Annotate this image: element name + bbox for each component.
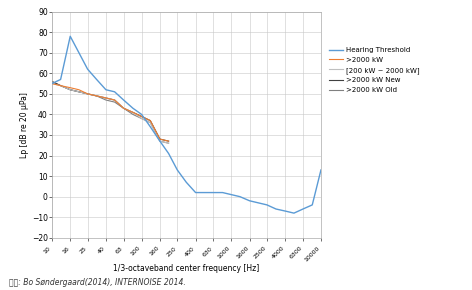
>2000 kW New <box>139 115 144 118</box>
Hearing Threshold <box>193 191 198 194</box>
Y-axis label: Lp [dB re 20 µPa]: Lp [dB re 20 µPa] <box>20 92 29 158</box>
Hearing Threshold <box>85 68 91 71</box>
[200 kW ~ 2000 kW] <box>121 106 126 110</box>
Hearing Threshold <box>121 98 126 102</box>
Hearing Threshold <box>255 201 261 204</box>
>2000 kW Old <box>139 117 144 120</box>
>2000 kW New <box>58 84 63 87</box>
Hearing Threshold <box>112 90 118 94</box>
Hearing Threshold <box>247 199 253 202</box>
Hearing Threshold <box>264 203 270 207</box>
>2000 kW <box>157 137 163 141</box>
>2000 kW <box>67 86 73 89</box>
>2000 kW <box>130 110 136 114</box>
>2000 kW Old <box>121 106 126 110</box>
>2000 kW New <box>166 139 171 143</box>
Line: >2000 kW New: >2000 kW New <box>52 81 169 141</box>
>2000 kW <box>103 96 109 100</box>
>2000 kW Old <box>85 92 91 96</box>
[200 kW ~ 2000 kW] <box>94 94 100 98</box>
Hearing Threshold <box>310 203 315 207</box>
Hearing Threshold <box>228 193 234 196</box>
Hearing Threshold <box>291 211 297 215</box>
Hearing Threshold <box>103 88 109 91</box>
>2000 kW Old <box>76 90 82 94</box>
>2000 kW New <box>49 80 55 83</box>
[200 kW ~ 2000 kW] <box>67 88 73 91</box>
>2000 kW <box>166 139 171 143</box>
>2000 kW Old <box>58 84 63 87</box>
Hearing Threshold <box>273 207 279 211</box>
Hearing Threshold <box>49 82 55 85</box>
[200 kW ~ 2000 kW] <box>49 82 55 85</box>
Legend: Hearing Threshold, >2000 kW, [200 kW ~ 2000 kW], >2000 kW New, >2000 kW Old: Hearing Threshold, >2000 kW, [200 kW ~ 2… <box>329 47 420 93</box>
[200 kW ~ 2000 kW] <box>103 96 109 100</box>
Line: >2000 kW: >2000 kW <box>52 84 169 141</box>
>2000 kW New <box>147 119 153 122</box>
[200 kW ~ 2000 kW] <box>139 117 144 120</box>
>2000 kW Old <box>94 94 100 98</box>
Hearing Threshold <box>318 168 324 172</box>
[200 kW ~ 2000 kW] <box>85 92 91 96</box>
>2000 kW Old <box>157 139 163 143</box>
>2000 kW New <box>85 92 91 96</box>
[200 kW ~ 2000 kW] <box>147 121 153 124</box>
Line: Hearing Threshold: Hearing Threshold <box>52 36 321 213</box>
>2000 kW Old <box>130 113 136 116</box>
[200 kW ~ 2000 kW] <box>157 139 163 143</box>
>2000 kW <box>58 84 63 87</box>
>2000 kW New <box>121 106 126 110</box>
Hearing Threshold <box>300 207 306 211</box>
X-axis label: 1/3-octaveband center frequency [Hz]: 1/3-octaveband center frequency [Hz] <box>113 264 260 273</box>
>2000 kW New <box>76 90 82 94</box>
Line: >2000 kW Old: >2000 kW Old <box>52 81 169 143</box>
>2000 kW <box>121 106 126 110</box>
Line: [200 kW ~ 2000 kW]: [200 kW ~ 2000 kW] <box>52 84 169 143</box>
>2000 kW Old <box>103 98 109 102</box>
>2000 kW <box>147 119 153 122</box>
>2000 kW New <box>112 98 118 102</box>
Hearing Threshold <box>157 139 163 143</box>
Hearing Threshold <box>175 168 180 172</box>
Hearing Threshold <box>237 195 243 198</box>
>2000 kW Old <box>166 142 171 145</box>
>2000 kW New <box>130 110 136 114</box>
>2000 kW <box>94 94 100 98</box>
Hearing Threshold <box>166 152 171 155</box>
Hearing Threshold <box>67 35 73 38</box>
>2000 kW <box>85 92 91 96</box>
Hearing Threshold <box>130 106 136 110</box>
>2000 kW <box>112 98 118 102</box>
>2000 kW Old <box>147 121 153 124</box>
[200 kW ~ 2000 kW] <box>166 142 171 145</box>
>2000 kW New <box>157 137 163 141</box>
>2000 kW <box>49 82 55 85</box>
Hearing Threshold <box>202 191 207 194</box>
>2000 kW Old <box>49 80 55 83</box>
>2000 kW Old <box>67 88 73 91</box>
Hearing Threshold <box>282 209 288 213</box>
>2000 kW <box>76 88 82 91</box>
[200 kW ~ 2000 kW] <box>130 110 136 114</box>
>2000 kW <box>139 115 144 118</box>
>2000 kW New <box>103 96 109 100</box>
>2000 kW New <box>94 94 100 98</box>
Hearing Threshold <box>220 191 226 194</box>
Text: 자료: Bo Søndergaard(2014), INTERNOISE 2014.: 자료: Bo Søndergaard(2014), INTERNOISE 201… <box>9 278 186 287</box>
Hearing Threshold <box>184 181 189 184</box>
[200 kW ~ 2000 kW] <box>112 98 118 102</box>
[200 kW ~ 2000 kW] <box>76 90 82 94</box>
Hearing Threshold <box>58 78 63 81</box>
Hearing Threshold <box>139 113 144 116</box>
>2000 kW New <box>67 88 73 91</box>
Hearing Threshold <box>211 191 216 194</box>
Hearing Threshold <box>76 51 82 55</box>
[200 kW ~ 2000 kW] <box>58 84 63 87</box>
Hearing Threshold <box>94 78 100 81</box>
>2000 kW Old <box>112 100 118 104</box>
Hearing Threshold <box>147 125 153 128</box>
